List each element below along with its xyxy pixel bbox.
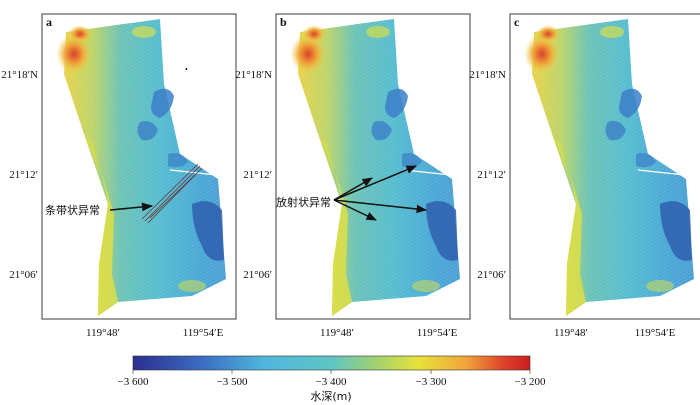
panel-letter-a: a	[46, 15, 52, 29]
latitude-labels: 21°18′N 21°12′ 21°06′ 21°18′N 21°12′ 21°…	[1, 69, 506, 281]
colorbar-tick-4: −3 300	[416, 376, 447, 388]
longitude-labels: 119°48′ 119°54′E 119°48′ 119°54′E 119°48…	[86, 327, 676, 339]
annotation-label-a: 条带状异常	[45, 203, 100, 217]
colorbar-tick-3: −3 400	[316, 376, 347, 388]
lat-label-c-1: 21°18′N	[469, 69, 506, 81]
panel-b: b	[275, 13, 471, 320]
panel-letter-c: c	[514, 15, 520, 29]
colorbar-gradient	[132, 355, 531, 371]
colorbar-title: 水深(m)	[310, 390, 351, 403]
lat-label-a-3: 21°06′	[9, 269, 38, 281]
lon-label-c-2: 119°54′E	[635, 327, 676, 339]
lat-label-a-2: 21°12′	[9, 169, 38, 181]
north-dot: •	[185, 65, 188, 74]
lat-label-c-3: 21°06′	[477, 269, 506, 281]
lon-label-a-1: 119°48′	[86, 327, 120, 339]
lat-label-c-2: 21°12′	[477, 169, 506, 181]
lon-label-b-1: 119°48′	[320, 327, 354, 339]
lon-label-b-2: 119°54′E	[417, 327, 458, 339]
colorbar: −3 600 −3 500 −3 400 −3 300 −3 200 水深(m)	[118, 355, 546, 403]
colorbar-tick-5: −3 200	[515, 376, 546, 388]
annotation-arrow-a	[109, 202, 154, 212]
lat-label-a-1: 21°18′N	[1, 69, 38, 81]
panel-letter-b: b	[280, 15, 287, 29]
lat-label-b-2: 21°12′	[243, 169, 272, 181]
panel-a: a •	[41, 13, 237, 320]
lon-label-c-1: 119°48′	[554, 327, 588, 339]
lon-label-a-2: 119°54′E	[183, 327, 224, 339]
colorbar-tick-1: −3 600	[118, 376, 149, 388]
panel-c: c	[509, 13, 700, 320]
lat-label-b-1: 21°18′N	[235, 69, 272, 81]
radial-anomaly-arrows	[333, 165, 428, 221]
annotation-label-b: 放射状异常	[276, 195, 331, 209]
lat-label-b-3: 21°06′	[243, 269, 272, 281]
colorbar-tick-2: −3 500	[217, 376, 248, 388]
